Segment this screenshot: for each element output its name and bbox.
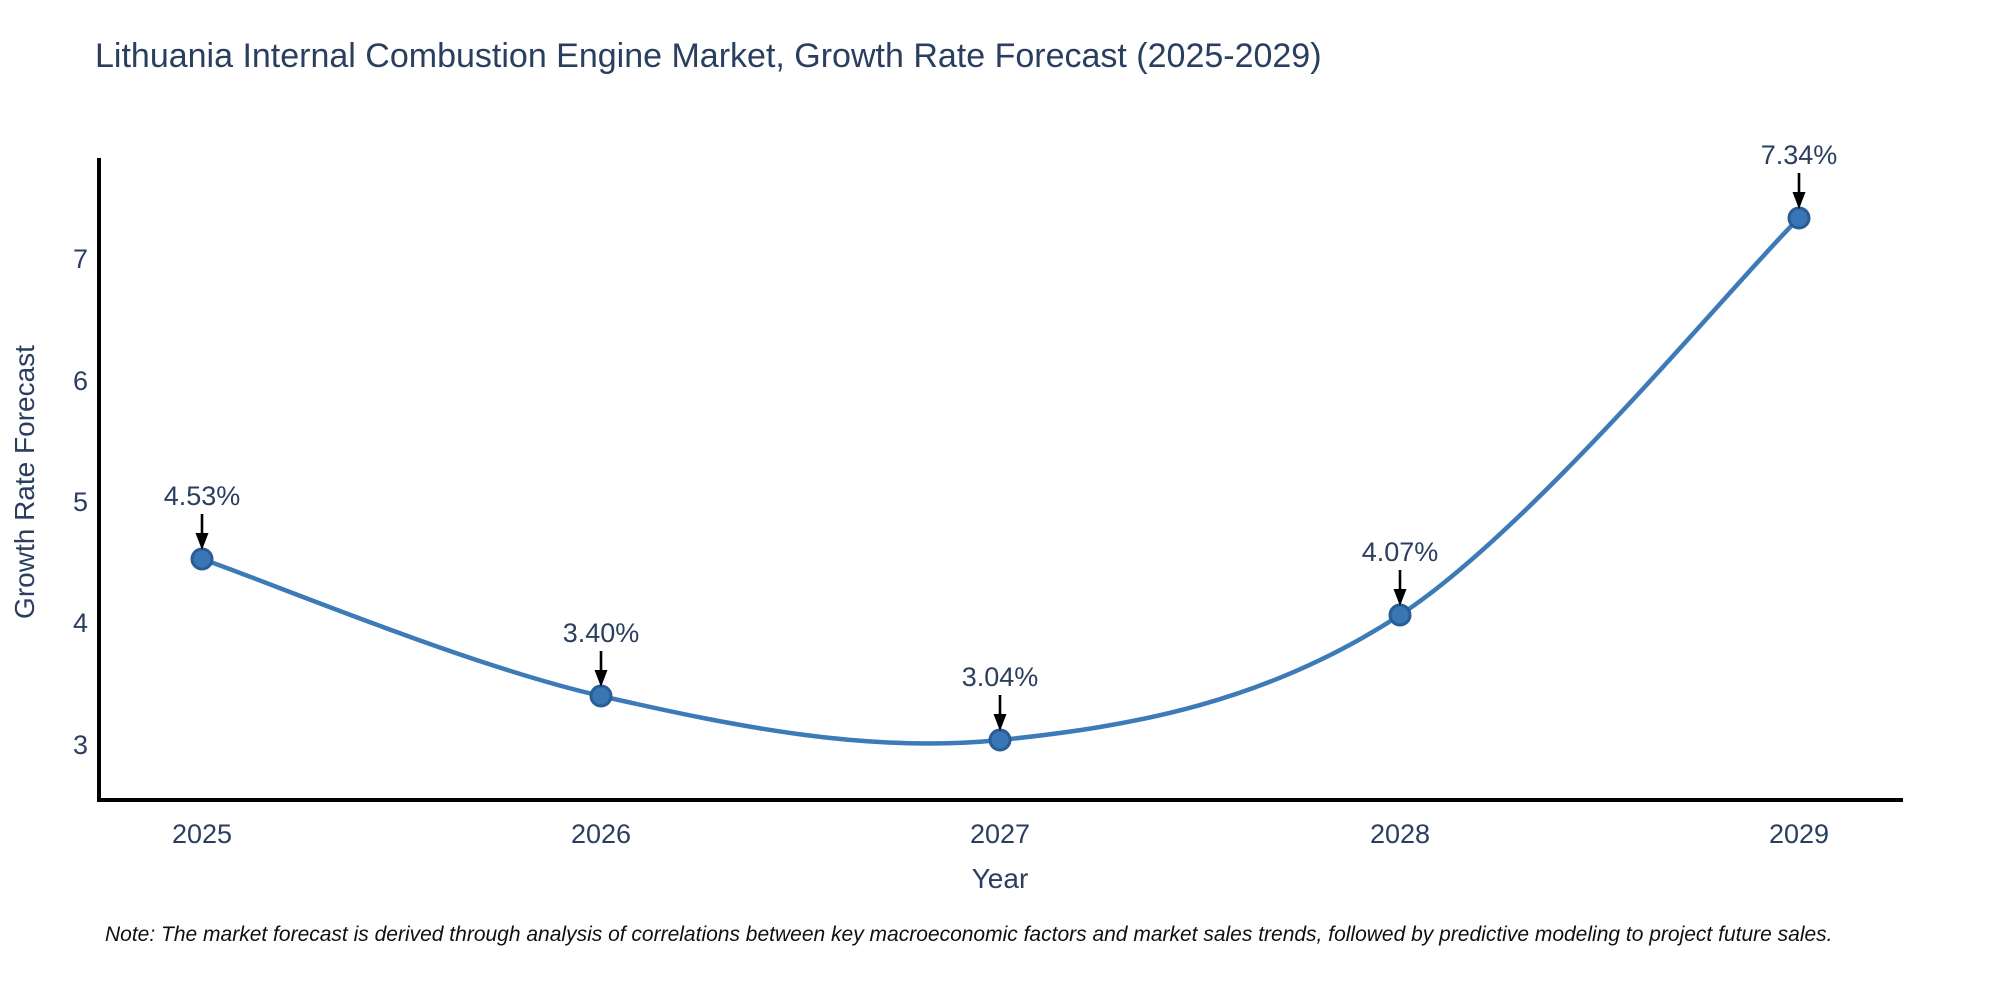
annotation-2027: 3.04% bbox=[962, 662, 1039, 731]
annotation-2028: 4.07% bbox=[1362, 537, 1439, 606]
point-label-2028: 4.07% bbox=[1362, 537, 1439, 567]
point-label-2025: 4.53% bbox=[164, 481, 241, 511]
chart-title: Lithuania Internal Combustion Engine Mar… bbox=[95, 37, 1322, 75]
arrow-head-icon bbox=[1792, 192, 1806, 209]
arrow-head-icon bbox=[1393, 589, 1407, 606]
y-tick-5: 5 bbox=[73, 487, 88, 517]
arrow-head-icon bbox=[594, 670, 608, 687]
y-tick-6: 6 bbox=[73, 366, 88, 396]
footnote: Note: The market forecast is derived thr… bbox=[105, 923, 1833, 946]
annotation-2026: 3.40% bbox=[563, 618, 640, 687]
point-label-2026: 3.40% bbox=[563, 618, 640, 648]
arrow-head-icon bbox=[195, 533, 209, 550]
x-tick-2027: 2027 bbox=[970, 819, 1030, 849]
annotation-2025: 4.53% bbox=[164, 481, 241, 550]
x-tick-2028: 2028 bbox=[1370, 819, 1430, 849]
x-tick-2026: 2026 bbox=[571, 819, 631, 849]
y-axis: 7 6 5 4 3 Growth Rate Forecast bbox=[9, 158, 101, 802]
arrow-head-icon bbox=[993, 714, 1007, 731]
point-label-2027: 3.04% bbox=[962, 662, 1039, 692]
point-2028 bbox=[1388, 603, 1412, 627]
point-2026 bbox=[589, 684, 613, 708]
point-2025 bbox=[190, 547, 214, 571]
x-tick-2025: 2025 bbox=[172, 819, 232, 849]
x-axis-title: Year bbox=[972, 863, 1029, 894]
point-2027 bbox=[988, 728, 1012, 752]
point-2029 bbox=[1787, 206, 1811, 230]
annotation-2029: 7.34% bbox=[1761, 140, 1838, 209]
x-tick-2029: 2029 bbox=[1769, 819, 1829, 849]
y-tick-3: 3 bbox=[73, 730, 88, 760]
point-label-2029: 7.34% bbox=[1761, 140, 1838, 170]
y-tick-4: 4 bbox=[73, 608, 88, 638]
x-axis: 2025 2026 2027 2028 2029 Year bbox=[97, 798, 1903, 894]
y-axis-title: Growth Rate Forecast bbox=[9, 345, 40, 619]
y-tick-7: 7 bbox=[73, 244, 88, 274]
